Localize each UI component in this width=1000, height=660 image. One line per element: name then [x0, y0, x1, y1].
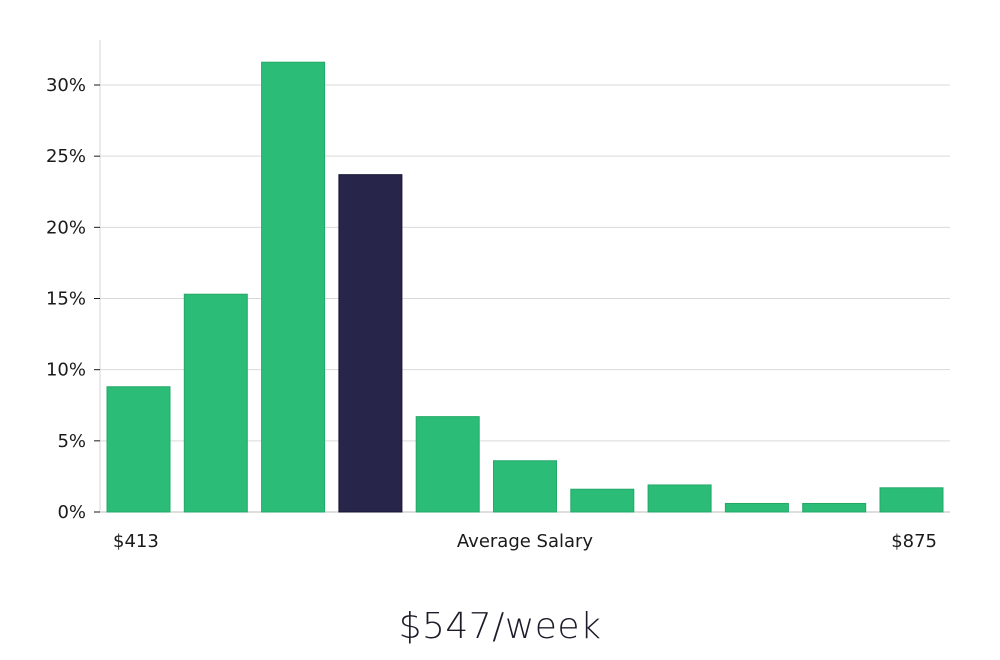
- y-tick-label: 5%: [57, 431, 86, 452]
- bar: [724, 502, 789, 513]
- bar: [415, 416, 480, 513]
- bar: [493, 460, 557, 513]
- y-tick-label: 0%: [57, 502, 86, 523]
- bar: [802, 502, 867, 513]
- bar: [570, 488, 635, 513]
- bar: [106, 386, 171, 513]
- bar-highlighted: [338, 174, 403, 513]
- y-tick-label: 10%: [46, 360, 86, 381]
- x-axis-max-label: $875: [891, 531, 937, 552]
- y-tick-label: 20%: [46, 217, 86, 238]
- bar: [183, 293, 248, 513]
- salary-histogram-chart: 0%5%10%15%20%25%30% $413 Average Salary …: [46, 40, 950, 552]
- average-salary-headline: $547/week: [398, 606, 602, 647]
- bar: [647, 484, 712, 513]
- y-axis-ticks: 0% 5% 10% 15% 20% 25% 30%: [46, 75, 100, 523]
- bar: [879, 487, 944, 513]
- x-axis-title: Average Salary: [457, 531, 594, 552]
- y-tick-label: 30%: [46, 75, 86, 96]
- x-axis-min-label: $413: [113, 531, 159, 552]
- y-tick-label: 15%: [46, 289, 86, 310]
- bars: [106, 61, 944, 513]
- y-tick-label: 25%: [46, 146, 86, 167]
- bar: [261, 61, 326, 513]
